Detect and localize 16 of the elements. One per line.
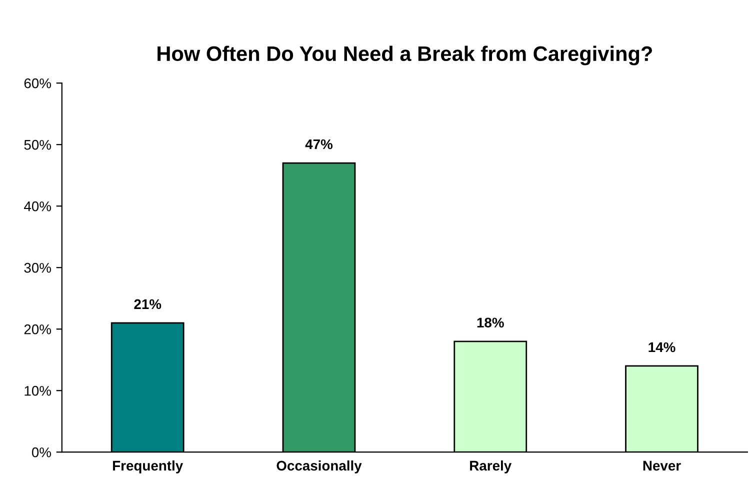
y-tick-label: 0% (32, 447, 51, 458)
data-label: 14% (648, 342, 676, 352)
y-tick-label: 60% (24, 78, 51, 88)
x-tick-label: Frequently (113, 460, 184, 474)
x-tick-label: Never (643, 460, 681, 471)
data-label: 47% (305, 139, 333, 150)
y-tick-label: 40% (24, 201, 51, 212)
data-label: 21% (134, 299, 162, 310)
chart-title: How Often Do You Need a Break from Caregiving? (158, 46, 652, 66)
y-tick-label: 30% (24, 262, 51, 273)
y-tick-label: 10% (24, 386, 51, 396)
data-label: 18% (477, 318, 504, 328)
y-tick-label: 50% (24, 140, 51, 150)
y-tick-label: 20% (24, 324, 51, 334)
x-tick-label: Occasionally (276, 460, 362, 474)
x-tick-label: Rarely (470, 460, 512, 474)
